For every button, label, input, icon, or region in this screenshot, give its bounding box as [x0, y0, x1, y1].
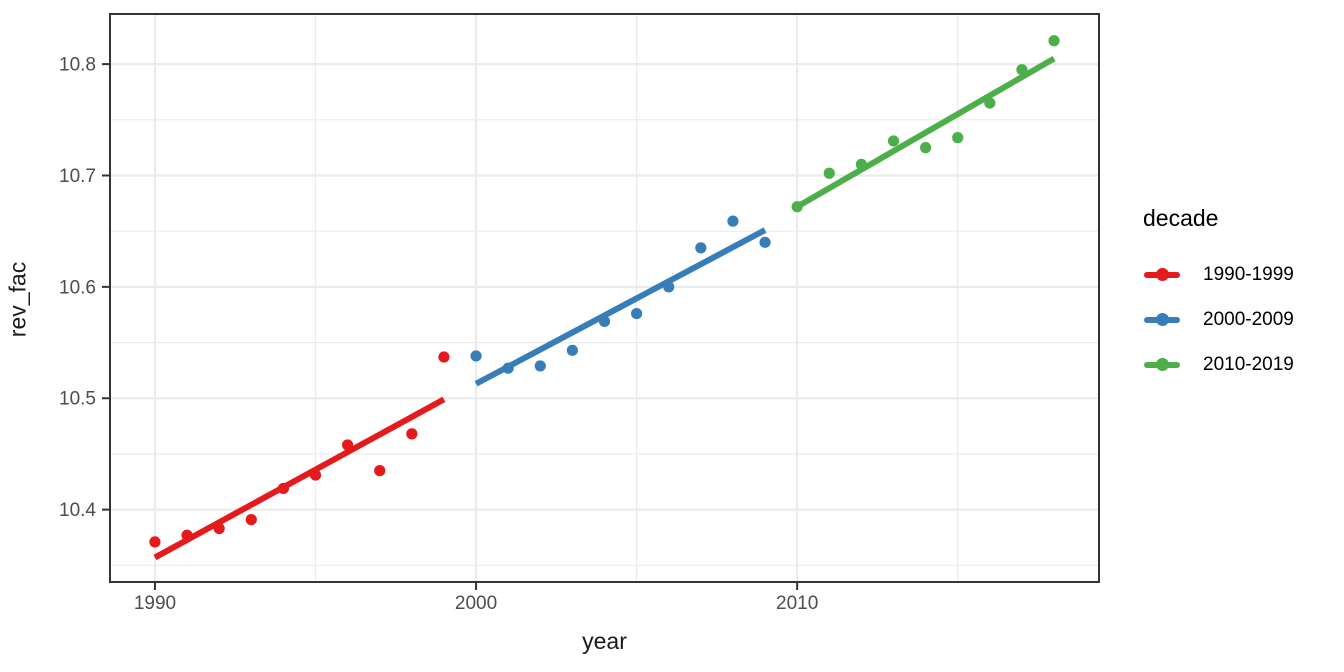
data-point: [309, 469, 322, 481]
data-point: [887, 135, 900, 147]
y-tick-label: 10.4: [59, 500, 96, 521]
data-point: [598, 315, 611, 327]
legend-key-line-dot-icon: [1143, 308, 1181, 332]
legend-key-dot: [1155, 268, 1169, 281]
data-point: [470, 350, 482, 362]
trend-line: [474, 227, 767, 387]
points-2000-2009: [470, 215, 771, 374]
data-point: [663, 281, 675, 293]
data-point: [406, 428, 418, 440]
data-point: [823, 167, 835, 179]
legend-key-line-dot-icon: [1143, 263, 1181, 287]
panel-border: [109, 13, 1100, 583]
data-point: [438, 351, 450, 363]
data-point: [984, 97, 996, 109]
trend-line-2010-2019: [795, 55, 1056, 210]
data-point: [791, 201, 803, 213]
y-tick-label: 10.6: [59, 277, 96, 298]
x-tick-label: 2010: [776, 593, 818, 614]
axis-ticks: [102, 63, 799, 590]
trend-line: [795, 55, 1056, 210]
x-tick-label: 2000: [455, 593, 497, 614]
major-gridlines: [110, 14, 1099, 582]
data-point: [374, 465, 386, 477]
data-point: [952, 132, 964, 144]
legend-key-dot: [1155, 358, 1169, 371]
tick-labels: 1990 2000 2010 10.4 10.5 10.6 10.7 10.8: [59, 55, 818, 614]
x-axis-title: year: [582, 628, 627, 654]
legend-item-1990s: 1990-1999: [1143, 252, 1294, 297]
trend-line: [153, 396, 446, 561]
y-tick-label: 10.8: [59, 55, 96, 76]
points-2010-2019: [791, 35, 1060, 213]
trend-line-2000-2009: [474, 227, 767, 387]
data-point: [342, 439, 354, 451]
trend-line-1990-1999: [153, 396, 446, 561]
data-point: [566, 344, 578, 356]
data-point: [1016, 64, 1028, 76]
data-point: [920, 142, 932, 154]
data-point: [534, 360, 546, 372]
x-tick-label: 1990: [134, 593, 176, 614]
y-tick-label: 10.7: [59, 166, 96, 187]
data-point: [245, 514, 257, 526]
legend-title: decade: [1143, 205, 1219, 231]
data-point: [631, 307, 643, 320]
data-point: [213, 522, 225, 535]
legend-item-2010s: 2010-2019: [1143, 342, 1294, 387]
data-point: [855, 158, 867, 170]
legend-item-label: 2000-2009: [1203, 308, 1294, 330]
data-point: [277, 482, 289, 495]
data-point: [695, 242, 707, 254]
legend-key-line-dot-icon: [1143, 353, 1181, 377]
data-point: [149, 536, 161, 548]
legend-key-dot: [1155, 313, 1169, 326]
data-point: [1048, 35, 1060, 47]
legend-item-2000s: 2000-2009: [1143, 297, 1294, 342]
legend-item-label: 1990-1999: [1203, 263, 1294, 285]
y-tick-label: 10.5: [59, 389, 96, 410]
y-axis-title: rev_fac: [4, 261, 31, 338]
legend: decade 1990-1999 2000-2009 2010-2019: [1143, 204, 1294, 387]
points-1990-1999: [149, 351, 450, 548]
data-point: [181, 529, 193, 541]
data-point: [759, 236, 771, 248]
legend-item-label: 2010-2019: [1203, 353, 1294, 375]
plot-panel: [110, 14, 1099, 582]
data-point: [727, 215, 739, 227]
data-point: [502, 362, 514, 374]
